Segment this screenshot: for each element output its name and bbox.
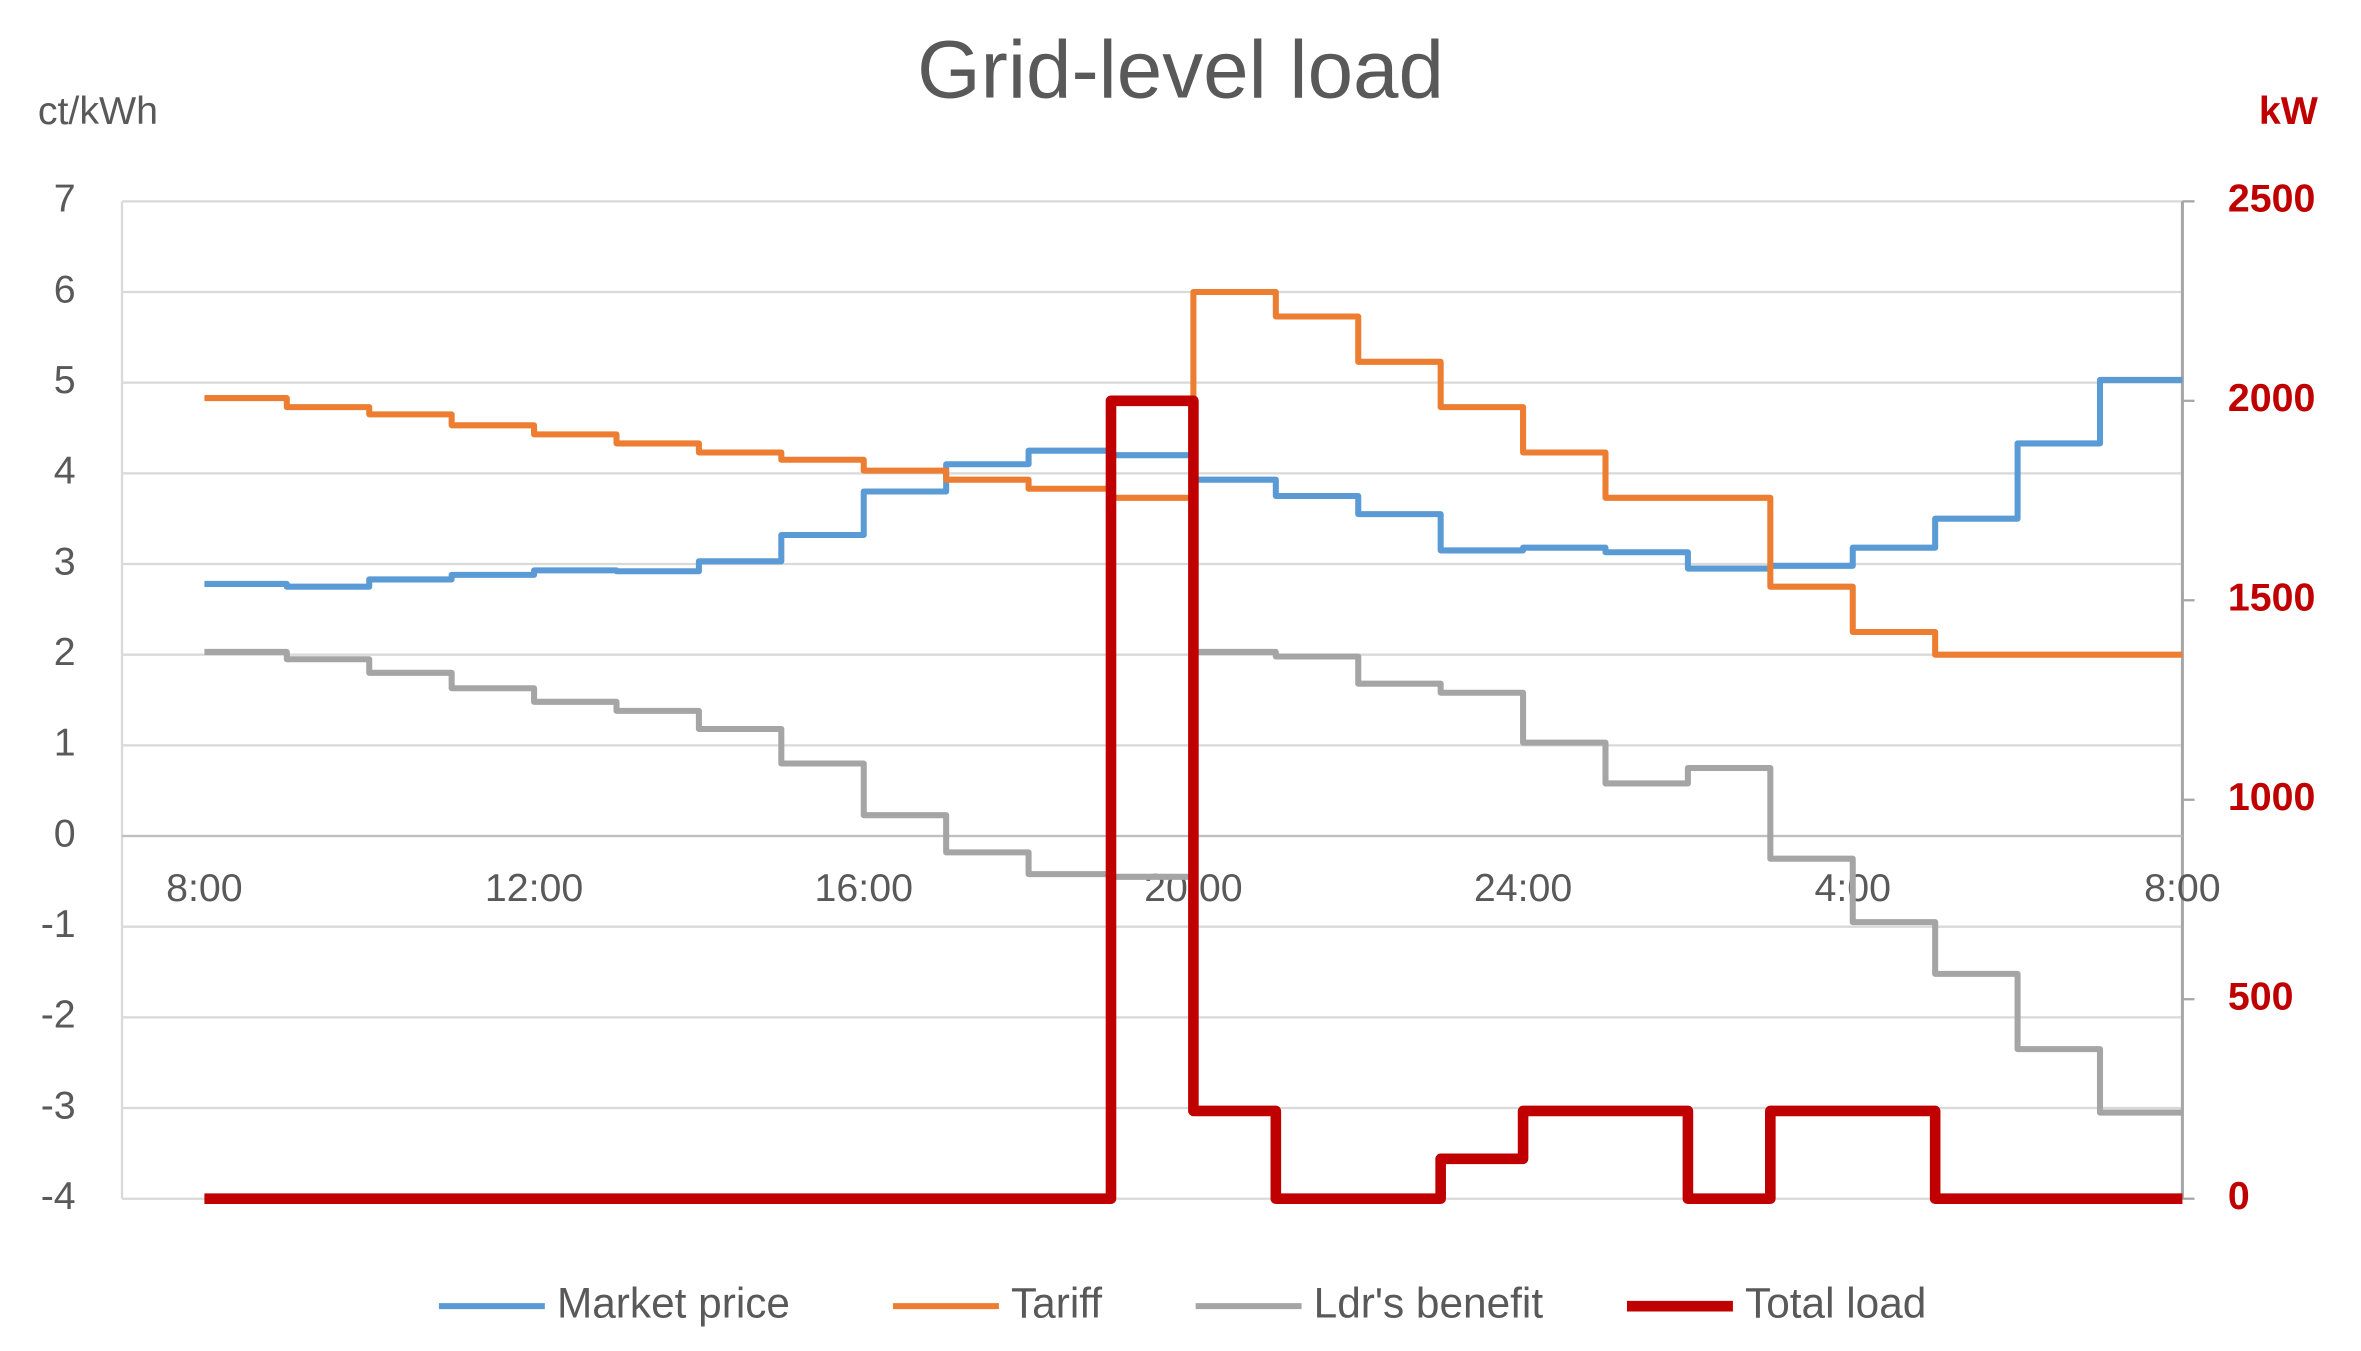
series-line bbox=[204, 395, 2183, 1205]
y2-tick-label: 1000 bbox=[2228, 775, 2316, 819]
x-tick-label: 12:00 bbox=[485, 866, 583, 910]
y2-tick-label: 2500 bbox=[2228, 177, 2316, 221]
y-tick-label: -4 bbox=[41, 1174, 76, 1218]
y-tick-label: 0 bbox=[54, 811, 76, 855]
y-tick-label: 2 bbox=[54, 630, 76, 674]
chart-title: Grid-level load bbox=[917, 24, 1444, 115]
y-tick-label: -2 bbox=[41, 993, 76, 1037]
y-tick-label: -3 bbox=[41, 1083, 76, 1127]
legend-label: Market price bbox=[557, 1279, 790, 1326]
y2-tick-label: 500 bbox=[2228, 975, 2294, 1019]
grid bbox=[121, 200, 2183, 1200]
x-tick-label: 8:00 bbox=[2144, 866, 2221, 910]
y-axis-label: ct/kWh bbox=[38, 89, 158, 133]
x-tick-label: 8:00 bbox=[166, 866, 243, 910]
y2-tick-label: 0 bbox=[2228, 1174, 2250, 1218]
legend-label: Total load bbox=[1745, 1279, 1926, 1326]
y2-tick-label: 2000 bbox=[2228, 376, 2316, 420]
legend: Market price Tariff Ldr's benefit Total loa… bbox=[438, 1279, 1926, 1326]
legend-label: Ldr's benefit bbox=[1314, 1279, 1544, 1326]
axes: -4 -3 -2 -1 0 1 2 3 4 5 6 7 0 500 1000 1500 2000 2500 8:00… bbox=[41, 177, 2316, 1218]
legend-label: Tariff bbox=[1011, 1279, 1102, 1326]
y-tick-label: 1 bbox=[54, 721, 76, 765]
y-tick-label: 5 bbox=[54, 358, 76, 402]
y-tick-label: -1 bbox=[41, 902, 76, 946]
y2-axis-label: kW bbox=[2259, 89, 2319, 133]
y-tick-label: 4 bbox=[54, 449, 76, 493]
y-tick-label: 6 bbox=[54, 267, 76, 311]
x-tick-label: 16:00 bbox=[815, 866, 913, 910]
y-tick-label: 7 bbox=[54, 177, 76, 221]
y2-tick-label: 1500 bbox=[2228, 576, 2316, 620]
y-tick-label: 3 bbox=[54, 539, 76, 583]
x-tick-label: 24:00 bbox=[1474, 866, 1572, 910]
plot-area bbox=[204, 288, 2183, 1205]
